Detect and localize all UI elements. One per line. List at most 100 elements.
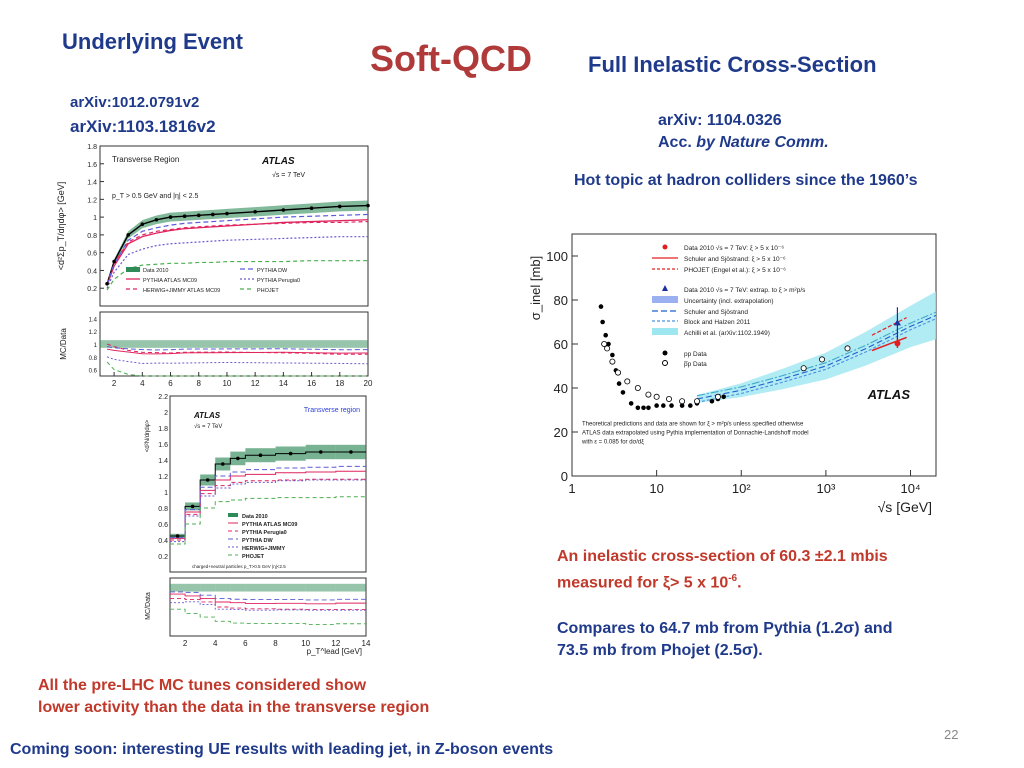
pp-data-point <box>679 403 685 408</box>
data-point <box>126 233 131 237</box>
ppbar-data-point <box>665 395 672 402</box>
x-tick-label: 12 <box>331 639 340 648</box>
legend-swatch <box>662 244 668 250</box>
y-tick-label: 0.6 <box>158 522 168 529</box>
series-step-1 <box>170 470 366 539</box>
ppbar-data-point <box>819 356 826 363</box>
series-line-4 <box>106 236 368 289</box>
ratio-band-bin <box>275 583 306 592</box>
pp-data-point <box>620 390 626 395</box>
footnote-line: Theoretical predictions and data are sho… <box>582 421 804 427</box>
data-point <box>225 211 229 216</box>
legend-entry: PYTHIA Perugia0 <box>257 278 300 284</box>
hot-topic-text: Hot topic at hadron colliders since the … <box>574 172 918 189</box>
ppbar-data-point <box>653 393 660 400</box>
y-tick-label: 0.8 <box>87 233 97 240</box>
series-line-2 <box>106 220 369 284</box>
y-tick-label: 0.4 <box>158 538 168 545</box>
x-tick-label: 20 <box>364 379 373 388</box>
mc-conclusion: All the pre-LHC MC tunes considered show… <box>38 675 429 719</box>
schuler-sjostrand-curve <box>696 314 937 400</box>
left-ref-1: arXiv:1012.0791v2 <box>70 94 200 111</box>
pp-data-point <box>654 403 659 408</box>
left-heading: Underlying Event <box>62 29 243 54</box>
legend-entry: PYTHIA DW <box>242 538 273 544</box>
legend-entry: PYTHIA ATLAS MC09 <box>143 278 197 284</box>
pp-data-point <box>646 405 651 411</box>
compare-line-2: 73.5 mb from Phojet (2.5σ). <box>557 642 763 659</box>
ratio-line-3 <box>106 346 369 351</box>
y-axis-label: σ_inel [mb] <box>528 256 543 320</box>
y-tick-label: 1.8 <box>158 426 168 433</box>
legend-entry: PHOJET (Engel et al.): ξ > 5 x 10⁻⁶ <box>684 267 786 274</box>
right-heading: Full Inelastic Cross-Section <box>588 52 877 77</box>
footnote-line: ATLAS data extrapolated using Pythia imp… <box>582 430 809 436</box>
x-axis-label: p_T^lead [GeV] <box>307 647 362 656</box>
result-line-1: An inelastic cross-section of 60.3 ±2.1 … <box>557 548 888 565</box>
y-tick-label: 0.2 <box>87 286 97 293</box>
mc-line-2: lower activity than the data in the tran… <box>38 699 430 716</box>
x-tick-label: 4 <box>213 639 218 648</box>
y-tick-label: 80 <box>554 293 568 308</box>
ppbar-data-point <box>609 358 616 365</box>
energy-label: √s = 7 TeV <box>272 171 305 179</box>
coming-soon-text: Coming soon: interesting UE results with… <box>10 741 554 758</box>
legend-swatch <box>652 296 678 303</box>
ppbar-data-point <box>604 345 611 352</box>
achilli-curve <box>696 311 937 397</box>
series-line-1 <box>106 219 369 286</box>
pp-data-point <box>606 341 611 347</box>
data-point <box>258 453 263 457</box>
y-tick-label: 100 <box>546 249 568 264</box>
x-tick-label: 2 <box>112 379 117 388</box>
ratio-band-bin <box>335 583 366 592</box>
ratio-line-5 <box>106 361 368 377</box>
ppbar-data-point <box>615 369 622 376</box>
y-tick-label: 1.4 <box>87 180 97 187</box>
y-axis-label: <d²Σp_T/dηdφ> [GeV] <box>56 182 66 270</box>
data-point <box>154 217 159 222</box>
legend-swatch <box>652 328 678 335</box>
legend-entry: Uncertainty (incl. extrapolation) <box>684 298 774 305</box>
series-line-3 <box>106 213 369 285</box>
ratio-y-tick-label: 0.6 <box>89 369 98 375</box>
atlas-phojet-line <box>871 317 907 336</box>
energy-label: √s = 7 TeV <box>194 423 222 430</box>
y-tick-label: 2 <box>164 410 168 417</box>
y-tick-label: 1.2 <box>87 197 97 204</box>
region-label: Transverse Region <box>112 155 179 164</box>
ratio-y-axis-label: MC/Data <box>59 328 68 360</box>
legend-entry: Data 2010 <box>143 268 168 274</box>
y-tick-label: 1.6 <box>87 162 97 169</box>
series-step-4 <box>170 479 366 543</box>
legend-entry: PHOJET <box>242 554 265 560</box>
ratio-line-2 <box>106 343 369 355</box>
legend-swatch <box>662 350 668 356</box>
result-text: An inelastic cross-section of 60.3 ±2.1 … <box>557 546 888 594</box>
legend-swatch <box>662 285 668 291</box>
x-tick-label: 10 <box>222 379 231 388</box>
ppbar-data-point <box>844 345 851 352</box>
data-point <box>236 456 240 461</box>
series-step-2 <box>170 478 366 541</box>
ratio-band-bin <box>305 583 336 592</box>
x-tick-label: 10² <box>732 481 751 496</box>
ratio-step-5 <box>170 608 366 625</box>
x-tick-label: 10 <box>301 639 310 648</box>
ratio-band-bin <box>215 583 231 592</box>
ratio-line-1 <box>106 348 369 355</box>
data-point <box>190 504 195 509</box>
ratio-band-bin <box>170 583 186 592</box>
data-point <box>182 214 187 219</box>
ratio-y-tick-label: 0.8 <box>89 356 98 362</box>
slide-title: Soft-QCD <box>370 38 532 79</box>
y-tick-label: 1 <box>164 490 168 497</box>
data-point <box>337 204 342 209</box>
mc-line-1: All the pre-LHC MC tunes considered show <box>38 677 367 694</box>
right-ref-pub-journal: by Nature Comm. <box>696 134 829 151</box>
pp-data-point <box>603 332 608 338</box>
y-tick-label: 1.6 <box>158 442 168 449</box>
x-tick-label: 4 <box>140 379 145 388</box>
y-tick-label: 20 <box>554 425 568 440</box>
data-point <box>220 462 225 466</box>
